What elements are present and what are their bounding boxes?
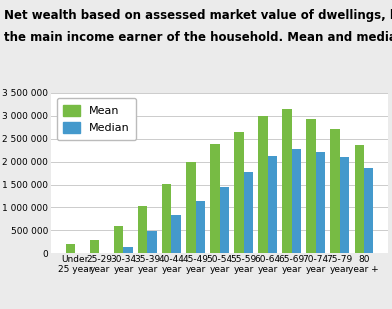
Bar [171, 215, 181, 253]
Bar [268, 156, 277, 253]
Bar [162, 184, 171, 253]
Bar [316, 152, 325, 253]
Legend: Mean, Median: Mean, Median [56, 98, 136, 140]
Bar [196, 201, 205, 253]
Text: Net wealth based on assessed market value of dwellings, by age of: Net wealth based on assessed market valu… [4, 9, 392, 22]
Bar [354, 145, 364, 253]
Bar [66, 244, 75, 253]
Bar [258, 116, 268, 253]
Bar [234, 132, 243, 253]
Bar [283, 109, 292, 253]
Bar [138, 205, 147, 253]
Bar [220, 187, 229, 253]
Bar [123, 247, 132, 253]
Bar [147, 231, 156, 253]
Bar [243, 172, 253, 253]
Bar [330, 129, 339, 253]
Bar [114, 226, 123, 253]
Bar [90, 240, 100, 253]
Bar [186, 163, 196, 253]
Text: the main income earner of the household. Mean and median. 2011: the main income earner of the household.… [4, 31, 392, 44]
Bar [339, 157, 349, 253]
Bar [292, 149, 301, 253]
Bar [364, 168, 373, 253]
Bar [211, 144, 220, 253]
Bar [307, 119, 316, 253]
